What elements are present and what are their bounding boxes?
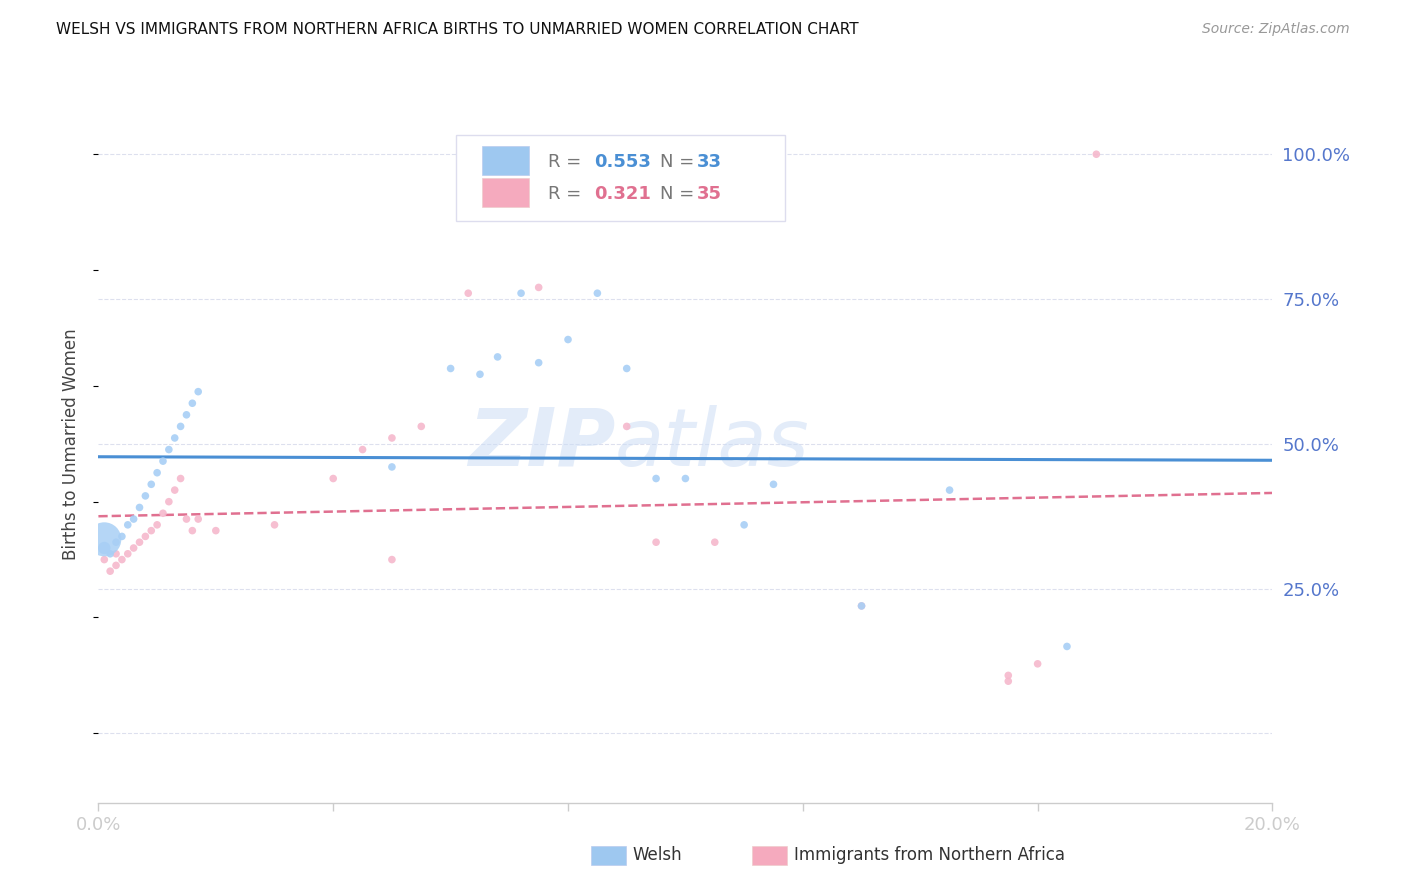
Point: [411, 419, 433, 434]
Point: [157, 494, 180, 508]
Point: [105, 558, 128, 573]
Point: [675, 471, 697, 485]
Point: [381, 431, 404, 445]
Point: [851, 599, 873, 613]
Point: [527, 280, 550, 294]
Point: [169, 471, 191, 485]
Point: [851, 599, 873, 613]
Text: 33: 33: [697, 153, 723, 171]
FancyBboxPatch shape: [457, 135, 785, 221]
Point: [205, 524, 228, 538]
Point: [122, 541, 145, 555]
Point: [527, 356, 550, 370]
Point: [1056, 640, 1078, 654]
Point: [117, 547, 139, 561]
FancyBboxPatch shape: [482, 146, 529, 175]
Text: atlas: atlas: [614, 405, 810, 483]
Point: [997, 674, 1019, 689]
Point: [157, 442, 180, 457]
Point: [93, 541, 115, 555]
Text: Source: ZipAtlas.com: Source: ZipAtlas.com: [1202, 22, 1350, 37]
Point: [322, 471, 344, 485]
Point: [586, 286, 609, 301]
Point: [134, 489, 156, 503]
Point: [128, 500, 150, 515]
Point: [510, 286, 533, 301]
Point: [176, 408, 198, 422]
Point: [163, 483, 186, 497]
Text: R =: R =: [548, 153, 593, 171]
Point: [645, 535, 668, 549]
Point: [439, 361, 461, 376]
Point: [152, 454, 174, 468]
Point: [468, 368, 491, 382]
Point: [938, 483, 960, 497]
Text: 0.553: 0.553: [593, 153, 651, 171]
Point: [457, 286, 479, 301]
Point: [134, 529, 156, 543]
Point: [181, 524, 204, 538]
Text: 0.321: 0.321: [593, 185, 651, 202]
Point: [181, 396, 204, 410]
Y-axis label: Births to Unmarried Women: Births to Unmarried Women: [62, 328, 80, 559]
Point: [152, 506, 174, 520]
Point: [111, 552, 134, 566]
Point: [93, 552, 115, 566]
Point: [176, 512, 198, 526]
Point: [1026, 657, 1049, 671]
FancyBboxPatch shape: [482, 178, 529, 207]
Point: [169, 419, 191, 434]
Point: [486, 350, 509, 364]
Point: [733, 517, 755, 532]
Point: [263, 517, 285, 532]
Point: [381, 552, 404, 566]
Point: [163, 431, 186, 445]
Text: WELSH VS IMMIGRANTS FROM NORTHERN AFRICA BIRTHS TO UNMARRIED WOMEN CORRELATION C: WELSH VS IMMIGRANTS FROM NORTHERN AFRICA…: [56, 22, 859, 37]
Point: [187, 512, 209, 526]
Point: [381, 459, 404, 474]
Text: N =: N =: [659, 153, 693, 171]
Point: [352, 442, 374, 457]
Point: [616, 419, 638, 434]
Point: [93, 533, 115, 547]
Point: [122, 512, 145, 526]
Point: [117, 517, 139, 532]
Text: Immigrants from Northern Africa: Immigrants from Northern Africa: [794, 847, 1066, 864]
Point: [997, 668, 1019, 682]
Point: [128, 535, 150, 549]
Point: [105, 535, 128, 549]
Text: ZIP: ZIP: [468, 405, 614, 483]
Text: Welsh: Welsh: [633, 847, 682, 864]
Point: [141, 477, 163, 491]
Point: [146, 466, 169, 480]
Point: [645, 471, 668, 485]
Point: [616, 361, 638, 376]
Text: 35: 35: [697, 185, 723, 202]
Point: [141, 524, 163, 538]
Point: [111, 529, 134, 543]
Point: [146, 517, 169, 532]
Point: [98, 547, 121, 561]
Point: [762, 477, 785, 491]
Point: [98, 564, 121, 578]
Text: N =: N =: [659, 185, 693, 202]
Point: [187, 384, 209, 399]
Point: [557, 333, 579, 347]
Text: R =: R =: [548, 185, 593, 202]
Point: [703, 535, 725, 549]
Point: [105, 547, 128, 561]
Point: [1085, 147, 1108, 161]
